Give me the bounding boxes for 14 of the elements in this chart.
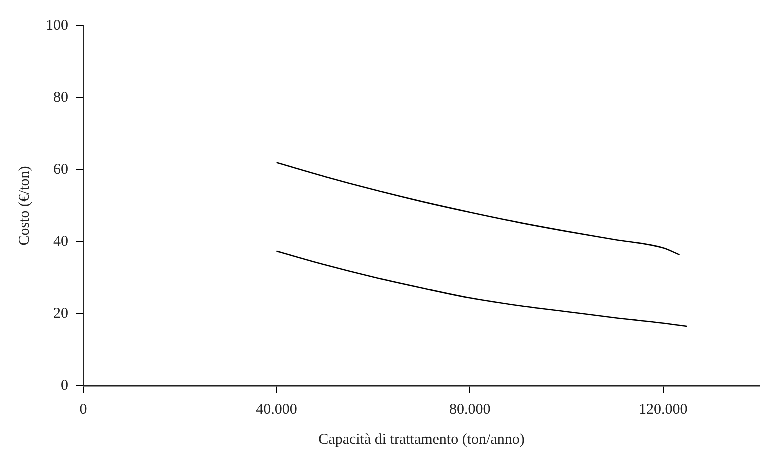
- x-tick-label: 80.000: [449, 402, 491, 418]
- y-tick-label: 0: [61, 378, 68, 394]
- y-tick-label: 80: [54, 90, 68, 106]
- y-tick-label: 100: [46, 18, 68, 34]
- y-tick-label: 20: [54, 306, 68, 322]
- x-tick-label: 0: [80, 402, 88, 418]
- line-series: [276, 162, 680, 256]
- x-axis-title: Capacità di trattamento (ton/anno): [318, 432, 525, 448]
- x-tick-label: 40.000: [256, 402, 298, 418]
- y-axis-title: Costo (€/ton): [16, 166, 33, 246]
- x-tick-label: 120.000: [638, 402, 688, 418]
- y-tick-label: 40: [54, 234, 68, 250]
- line-series: [276, 250, 688, 328]
- y-tick-label: 60: [54, 162, 68, 178]
